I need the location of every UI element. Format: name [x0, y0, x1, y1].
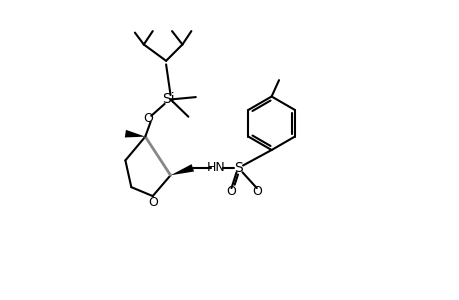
Text: O: O: [251, 185, 261, 198]
Text: O: O: [226, 185, 236, 198]
Text: HN: HN: [207, 161, 225, 174]
Polygon shape: [124, 130, 145, 137]
Text: S: S: [234, 161, 243, 175]
Polygon shape: [170, 164, 194, 175]
Text: O: O: [147, 196, 157, 209]
Text: O: O: [143, 112, 153, 125]
Text: Si: Si: [162, 92, 174, 106]
